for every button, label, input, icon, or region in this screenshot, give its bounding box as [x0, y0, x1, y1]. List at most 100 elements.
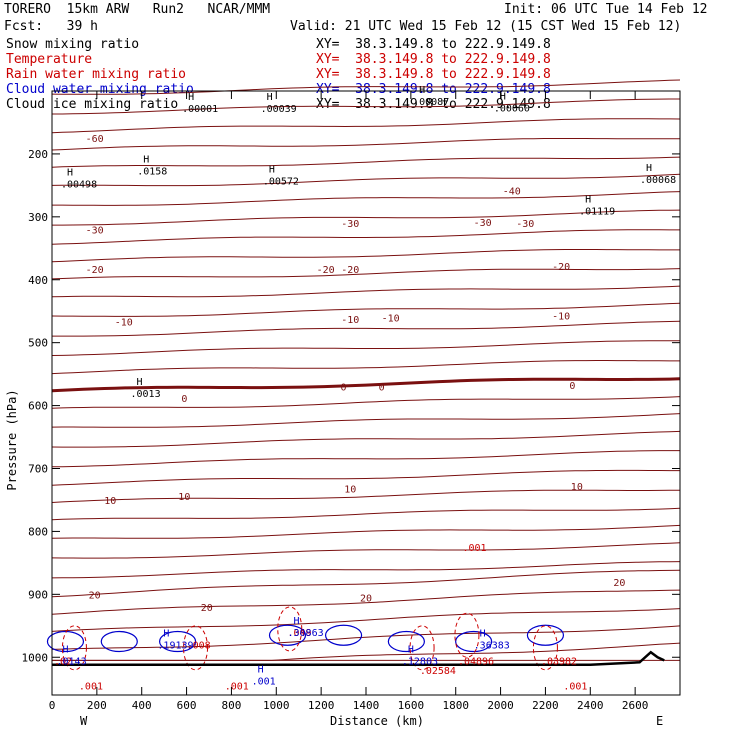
isotherm-label: 10 [178, 492, 190, 503]
ground-line [52, 650, 665, 667]
cloud-water-max-label: .001 [252, 677, 276, 688]
isotherm-label: -30 [86, 225, 104, 236]
y-tick-label: 400 [28, 274, 48, 287]
x-tick-label: 2400 [577, 699, 604, 712]
isotherm-label: -30 [516, 219, 534, 230]
cloud-water-max-label: .0143 [56, 656, 86, 667]
x-tick-label: 1000 [263, 699, 290, 712]
isotherm-label: 10 [104, 496, 116, 507]
isotherm-label: -20 [341, 265, 359, 276]
isotherm-line [51, 302, 681, 317]
east-endpoint-label: E [656, 714, 663, 728]
ice-max-label: .00060 [494, 103, 530, 114]
isotherm-line [51, 489, 681, 503]
isotherm-label: 0 [181, 394, 187, 405]
isotherm-label: -10 [115, 317, 133, 328]
y-tick-label: 900 [28, 588, 48, 601]
rain-max-label: .04896 [458, 656, 494, 667]
isotherm-line [51, 138, 681, 151]
rain-max-label: .001 [462, 543, 486, 554]
snow-max-label-marker: H [137, 377, 143, 388]
isotherm-label: 10 [344, 485, 356, 496]
isotherm-label: -10 [382, 314, 400, 325]
isotherm-line [51, 118, 681, 134]
isotherm-label: 0 [341, 383, 347, 394]
isotherm-line [52, 320, 681, 337]
isotherm-line [51, 79, 681, 95]
x-tick-label: 800 [221, 699, 241, 712]
legend-cloud-ice: Cloud ice mixing ratio [6, 97, 179, 112]
legend-rain-xy: XY= 38.3.149.8 to 222.9.149.8 [316, 67, 551, 82]
isotherm-line [51, 430, 681, 448]
rain-water-contour [409, 625, 435, 671]
snow-max-label-marker: H [67, 167, 73, 178]
isotherm-line [51, 450, 680, 468]
legend-temperature-xy: XY= 38.3.149.8 to 222.9.149.8 [316, 52, 551, 67]
isotherm-line [51, 156, 681, 168]
snow-max-label: .00572 [263, 176, 299, 187]
legend-cloud-water: Cloud water mixing ratio [6, 82, 194, 97]
isotherm-line [51, 625, 681, 650]
rain-max-label: .001 [563, 682, 587, 693]
legend-rain: Rain water mixing ratio [6, 67, 187, 82]
snow-max-label: .00498 [61, 179, 97, 190]
x-tick-label: 1200 [308, 699, 335, 712]
cloud-water-max-label-marker: H [408, 644, 414, 655]
isotherm-label: 0 [569, 381, 575, 392]
rain-max-label: .001 [225, 682, 249, 693]
isotherm-label: -30 [341, 219, 359, 230]
cloud-water-max-label-marker: H [258, 665, 264, 676]
y-tick-label: 800 [28, 525, 48, 538]
y-tick-label: 200 [28, 148, 48, 161]
ice-max-label-marker: H [500, 91, 506, 102]
rain-water-contour [277, 606, 303, 652]
isotherm-line [51, 507, 681, 521]
isotherm-line [51, 229, 680, 245]
rain-max-label: .02 [54, 656, 72, 667]
ice-max-label: .00001 [182, 104, 218, 115]
cloud-water-contour [159, 630, 197, 653]
isotherm-line [51, 524, 681, 539]
legend-temperature: Temperature [6, 52, 93, 67]
cloud-water-max-label-marker: H [480, 629, 486, 640]
west-endpoint-label: W [80, 714, 88, 728]
rain-water-contour [454, 612, 480, 658]
isotherm-line [51, 377, 681, 393]
cloud-water-contour [100, 630, 138, 653]
isotherm-label: -40 [503, 186, 521, 197]
isotherm-line [52, 191, 681, 206]
snow-max-label-marker: H [143, 154, 149, 165]
isotherm-label: -10 [552, 312, 570, 323]
cloud-water-max-label-marker: H [163, 629, 169, 640]
snow-max-label: .01119 [579, 207, 615, 218]
axes: 0 200 400 600 800 1000 1200 1400 1600 1800 2000 220… [22, 91, 680, 712]
isotherm-line [51, 569, 681, 598]
ice-max-label: .00087 [413, 97, 449, 108]
snow-max-label-marker: H [646, 163, 652, 174]
cloud-water-contour [387, 630, 425, 653]
y-tick-label: 300 [28, 211, 48, 224]
isotherm-line [51, 360, 680, 375]
header-model: TORERO 15km ARW Run2 NCAR/MMM [4, 2, 271, 17]
rain-max-label: .008 [187, 641, 211, 652]
isotherm-label: 10 [571, 482, 583, 493]
x-tick-label: 1600 [398, 699, 425, 712]
cloud-water-contour [526, 624, 565, 646]
y-tick-label: 600 [28, 400, 48, 413]
header-valid: Valid: 21 UTC Wed 15 Feb 12 (15 CST Wed … [290, 19, 682, 34]
isotherm-label: 20 [360, 593, 372, 604]
rain-max-label: .03982 [541, 656, 577, 667]
snow-max-label: .00068 [640, 175, 676, 186]
y-tick-label: 700 [28, 463, 48, 476]
isotherm-line [52, 209, 681, 226]
y-tick-label: 1000 [22, 651, 49, 664]
isotherm-label: 20 [201, 603, 213, 614]
isotherm-line [51, 469, 680, 486]
rain-max-label: .001 [79, 682, 103, 693]
isotherm-line [51, 285, 681, 298]
isotherm-line [52, 98, 680, 115]
isotherm-label: -20 [317, 265, 335, 276]
rain-water-contour [532, 625, 558, 671]
snow-max-label: .0013 [131, 389, 161, 400]
snow-max-label-marker: H [269, 164, 275, 175]
